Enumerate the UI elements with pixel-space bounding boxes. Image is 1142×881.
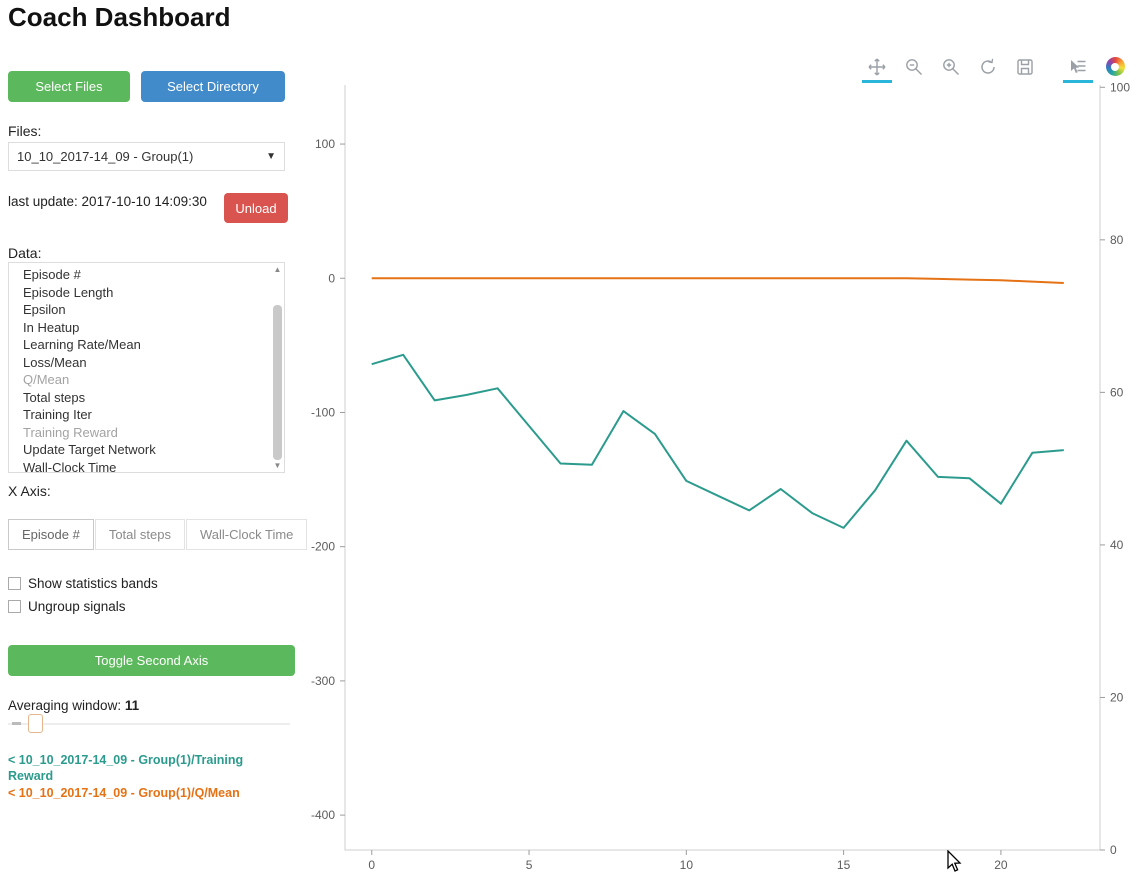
averaging-window-label: Averaging window: xyxy=(8,698,122,713)
right-axis-tick-label: 80 xyxy=(1110,233,1124,247)
files-label: Files: xyxy=(8,123,42,139)
x-axis-option-0[interactable]: Episode # xyxy=(8,519,94,550)
save-icon[interactable] xyxy=(1010,57,1040,83)
x-axis-label: X Axis: xyxy=(8,483,51,499)
x-axis-tick-label: 0 xyxy=(368,858,375,872)
data-list-item-9[interactable]: Training Reward xyxy=(23,424,118,440)
data-list-item-5[interactable]: Loss/Mean xyxy=(23,354,87,370)
axis-lines xyxy=(344,85,1101,851)
x-axis-option-1[interactable]: Total steps xyxy=(94,519,185,550)
scroll-up-icon[interactable]: ▲ xyxy=(273,265,282,274)
box-zoom-icon[interactable] xyxy=(899,57,929,83)
series-line-0 xyxy=(371,353,1064,529)
page-title: Coach Dashboard xyxy=(8,2,231,32)
left-axis-tick-label: 0 xyxy=(328,271,335,285)
chevron-down-icon: ▼ xyxy=(266,151,276,162)
checkbox-unchecked-icon[interactable] xyxy=(8,600,21,613)
data-list-items: Episode # Episode Length Epsilon In Heatup L… xyxy=(9,263,284,473)
right-axis-tick-label: 0 xyxy=(1110,843,1117,857)
left-axis-tick-label: -300 xyxy=(311,674,335,688)
data-list-item-6[interactable]: Q/Mean xyxy=(23,372,70,387)
left-axis-tick-label: 100 xyxy=(315,137,335,151)
right-axis-tick-label: 40 xyxy=(1110,538,1124,552)
data-label: Data: xyxy=(8,245,42,261)
x-axis-option-2[interactable]: Wall-Clock Time xyxy=(185,519,308,550)
data-list-item-7[interactable]: Total steps xyxy=(23,389,86,405)
data-list-item-3[interactable]: In Heatup xyxy=(23,319,80,335)
checkbox-label-1: Ungroup signals xyxy=(28,599,126,614)
x-axis-tick-label: 20 xyxy=(994,858,1008,872)
averaging-slider-handle[interactable] xyxy=(28,714,43,733)
pan-icon[interactable] xyxy=(862,57,892,83)
reset-icon[interactable] xyxy=(973,57,1003,83)
bokeh-logo-icon[interactable] xyxy=(1100,57,1130,82)
data-list-item-4[interactable]: Learning Rate/Mean xyxy=(23,337,141,352)
scrollbar-thumb[interactable] xyxy=(273,305,282,460)
toggle-second-axis-button[interactable]: Toggle Second Axis xyxy=(8,645,295,676)
data-list-scrollbar[interactable]: ▲ ▼ xyxy=(271,263,284,472)
data-list-item-2[interactable]: Epsilon xyxy=(23,302,66,317)
chart-legend: < 10_10_2017-14_09 - Group(1)/Training R… xyxy=(8,752,290,802)
data-list-item-11[interactable]: Wall-Clock Time xyxy=(23,459,117,473)
wheel-zoom-icon[interactable] xyxy=(936,57,966,83)
left-axis-tick-label: -400 xyxy=(311,808,335,822)
averaging-slider-track[interactable] xyxy=(8,723,290,725)
data-list-item-10[interactable]: Update Target Network xyxy=(23,442,156,457)
data-list-item-1[interactable]: Episode Length xyxy=(23,284,114,300)
last-update-text: last update: 2017-10-10 14:09:30 xyxy=(8,194,207,209)
right-axis-tick-label: 60 xyxy=(1110,385,1124,399)
x-axis-tick-label: 5 xyxy=(526,858,533,872)
unload-button[interactable]: Unload xyxy=(224,193,288,223)
checkbox-label-0: Show statistics bands xyxy=(28,576,158,591)
files-select-dropdown[interactable]: 10_10_2017-14_09 - Group(1) ▼ xyxy=(8,142,285,171)
mouse-cursor xyxy=(947,850,962,872)
data-list-item-8[interactable]: Training Iter xyxy=(23,407,92,422)
legend-entry-1[interactable]: < 10_10_2017-14_09 - Group(1)/Q/Mean xyxy=(8,786,240,800)
checkbox-row-1[interactable]: Ungroup signals xyxy=(8,599,126,614)
series-line-1 xyxy=(371,277,1064,284)
left-axis-tick-label: -200 xyxy=(311,540,335,554)
select-directory-button[interactable]: Select Directory xyxy=(141,71,285,102)
legend-entry-0[interactable]: < 10_10_2017-14_09 - Group(1)/Training R… xyxy=(8,753,244,783)
hover-icon[interactable] xyxy=(1063,57,1093,83)
averaging-window-value: 11 xyxy=(124,698,140,713)
x-axis-button-group: Episode # Total steps Wall-Clock Time xyxy=(8,519,308,550)
averaging-window-row: Averaging window: 11 xyxy=(8,698,139,713)
right-axis-tick-label: 20 xyxy=(1110,690,1124,704)
scroll-down-icon[interactable]: ▼ xyxy=(273,461,282,470)
checkbox-unchecked-icon[interactable] xyxy=(8,577,21,590)
left-axis-tick-label: -100 xyxy=(311,405,335,419)
checkbox-row-0[interactable]: Show statistics bands xyxy=(8,576,158,591)
x-axis-tick-label: 10 xyxy=(680,858,694,872)
select-files-button[interactable]: Select Files xyxy=(8,71,130,102)
files-selected-value: 10_10_2017-14_09 - Group(1) xyxy=(17,149,194,164)
data-multiselect-list[interactable]: Episode # Episode Length Epsilon In Heatup L… xyxy=(8,262,285,473)
x-axis-tick-label: 15 xyxy=(837,858,851,872)
averaging-slider-tick xyxy=(12,722,21,725)
data-list-item-0[interactable]: Episode # xyxy=(23,267,81,282)
bokeh-toolbar xyxy=(862,57,1137,83)
